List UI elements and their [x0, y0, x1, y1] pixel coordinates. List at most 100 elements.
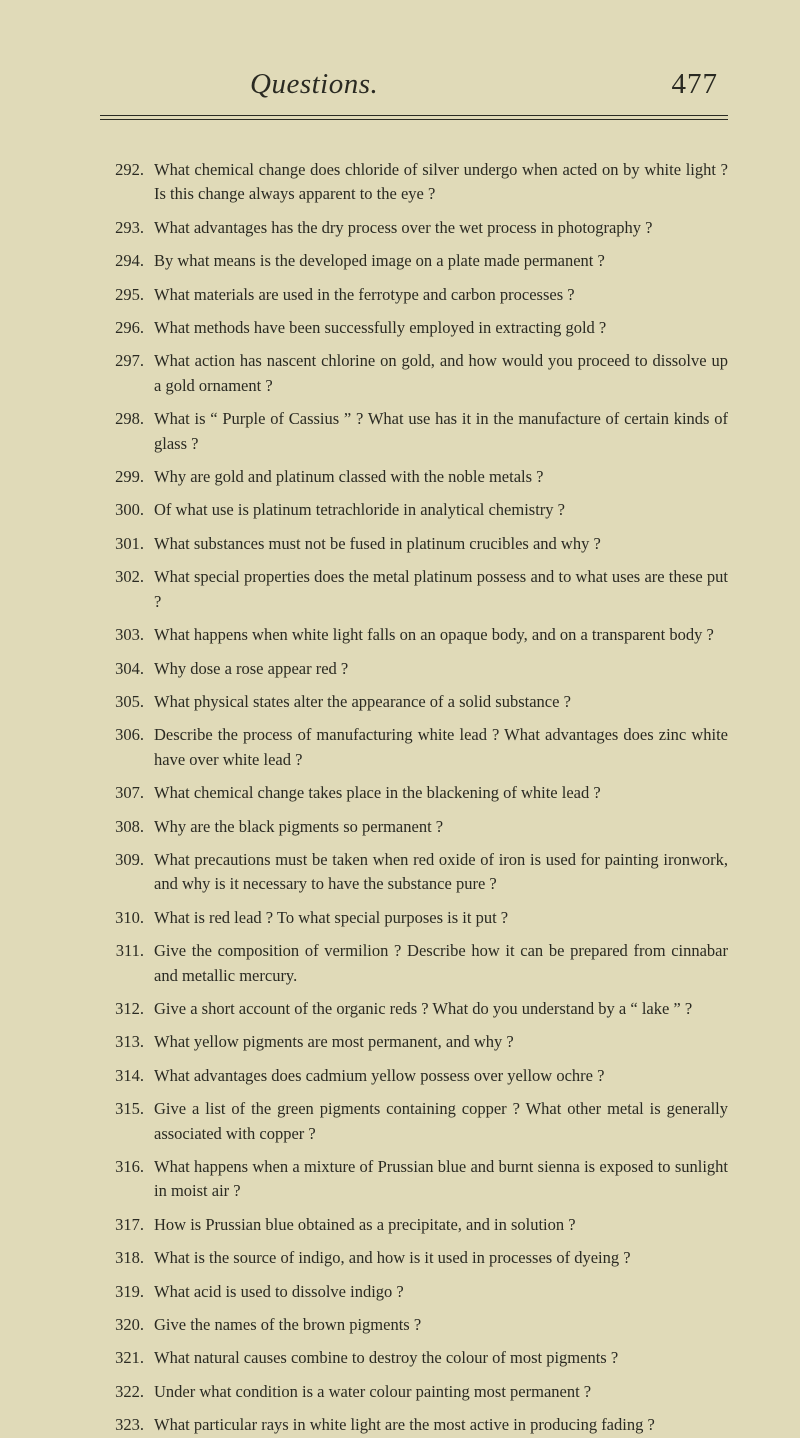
question-row: 307.What chemical change takes place in …: [100, 781, 728, 805]
question-number: 299.: [100, 465, 154, 489]
question-text: Why are the black pigments so permanent …: [154, 815, 728, 839]
question-row: 317.How is Prussian blue obtained as a p…: [100, 1213, 728, 1237]
question-number: 321.: [100, 1346, 154, 1370]
question-number: 295.: [100, 283, 154, 307]
question-text: What yellow pigments are most permanent,…: [154, 1030, 728, 1054]
question-text: What precautions must be taken when red …: [154, 848, 728, 897]
question-row: 310.What is red lead ? To what special p…: [100, 906, 728, 930]
question-text: Give a short account of the organic reds…: [154, 997, 728, 1021]
question-number: 318.: [100, 1246, 154, 1270]
page-number: 477: [672, 68, 719, 101]
question-row: 301.What substances must not be fused in…: [100, 532, 728, 556]
question-number: 320.: [100, 1313, 154, 1337]
question-number: 311.: [100, 939, 154, 988]
question-row: 314.What advantages does cadmium yellow …: [100, 1064, 728, 1088]
question-row: 302.What special properties does the met…: [100, 565, 728, 614]
question-text: Of what use is platinum tetrachloride in…: [154, 498, 728, 522]
question-text: Why dose a rose appear red ?: [154, 657, 728, 681]
question-text: What happens when a mixture of Prussian …: [154, 1155, 728, 1204]
question-number: 294.: [100, 249, 154, 273]
question-row: 309.What precautions must be taken when …: [100, 848, 728, 897]
question-text: What substances must not be fused in pla…: [154, 532, 728, 556]
question-number: 316.: [100, 1155, 154, 1204]
question-text: What is red lead ? To what special purpo…: [154, 906, 728, 930]
question-text: Describe the process of manufacturing wh…: [154, 723, 728, 772]
question-number: 297.: [100, 349, 154, 398]
question-row: 323.What particular rays in white light …: [100, 1413, 728, 1437]
question-text: What action has nascent chlorine on gold…: [154, 349, 728, 398]
question-number: 310.: [100, 906, 154, 930]
question-row: 295.What materials are used in the ferro…: [100, 283, 728, 307]
question-row: 321.What natural causes combine to destr…: [100, 1346, 728, 1370]
question-number: 301.: [100, 532, 154, 556]
question-text: What acid is used to dissolve indigo ?: [154, 1280, 728, 1304]
question-row: 312.Give a short account of the organic …: [100, 997, 728, 1021]
question-row: 293.What advantages has the dry process …: [100, 216, 728, 240]
question-row: 313.What yellow pigments are most perman…: [100, 1030, 728, 1054]
question-text: Give a list of the green pigments contai…: [154, 1097, 728, 1146]
question-text: What materials are used in the ferrotype…: [154, 283, 728, 307]
question-text: What happens when white light falls on a…: [154, 623, 728, 647]
question-text: Why are gold and platinum classed with t…: [154, 465, 728, 489]
question-number: 312.: [100, 997, 154, 1021]
question-row: 300.Of what use is platinum tetrachlorid…: [100, 498, 728, 522]
question-number: 302.: [100, 565, 154, 614]
question-text: What physical states alter the appearanc…: [154, 690, 728, 714]
question-number: 314.: [100, 1064, 154, 1088]
question-text: What is the source of indigo, and how is…: [154, 1246, 728, 1270]
question-text: What natural causes combine to destroy t…: [154, 1346, 728, 1370]
question-row: 308.Why are the black pigments so perman…: [100, 815, 728, 839]
question-text: What special properties does the metal p…: [154, 565, 728, 614]
question-text: What particular rays in white light are …: [154, 1413, 728, 1437]
question-number: 300.: [100, 498, 154, 522]
question-number: 315.: [100, 1097, 154, 1146]
question-number: 308.: [100, 815, 154, 839]
question-row: 298.What is “ Purple of Cassius ” ? What…: [100, 407, 728, 456]
question-row: 304.Why dose a rose appear red ?: [100, 657, 728, 681]
question-row: 316.What happens when a mixture of Pruss…: [100, 1155, 728, 1204]
question-row: 294.By what means is the developed image…: [100, 249, 728, 273]
question-number: 296.: [100, 316, 154, 340]
question-number: 317.: [100, 1213, 154, 1237]
question-text: How is Prussian blue obtained as a preci…: [154, 1213, 728, 1237]
question-row: 319.What acid is used to dissolve indigo…: [100, 1280, 728, 1304]
question-row: 322.Under what condition is a water colo…: [100, 1380, 728, 1404]
question-number: 307.: [100, 781, 154, 805]
question-row: 296.What methods have been successfully …: [100, 316, 728, 340]
question-text: What advantages has the dry process over…: [154, 216, 728, 240]
question-row: 306.Describe the process of manufacturin…: [100, 723, 728, 772]
header-rule-top: [100, 115, 728, 116]
question-number: 306.: [100, 723, 154, 772]
question-number: 313.: [100, 1030, 154, 1054]
question-number: 319.: [100, 1280, 154, 1304]
question-number: 323.: [100, 1413, 154, 1437]
question-row: 299.Why are gold and platinum classed wi…: [100, 465, 728, 489]
question-number: 304.: [100, 657, 154, 681]
question-number: 298.: [100, 407, 154, 456]
question-row: 305.What physical states alter the appea…: [100, 690, 728, 714]
question-row: 318.What is the source of indigo, and ho…: [100, 1246, 728, 1270]
question-number: 309.: [100, 848, 154, 897]
header-title: Questions.: [250, 68, 378, 101]
question-number: 292.: [100, 158, 154, 207]
question-text: What advantages does cadmium yellow poss…: [154, 1064, 728, 1088]
question-text: What chemical change takes place in the …: [154, 781, 728, 805]
question-text: By what means is the developed image on …: [154, 249, 728, 273]
question-text: What methods have been successfully empl…: [154, 316, 728, 340]
header-rule-bottom: [100, 119, 728, 120]
question-text: What chemical change does chloride of si…: [154, 158, 728, 207]
question-text: What is “ Purple of Cassius ” ? What use…: [154, 407, 728, 456]
question-text: Under what condition is a water colour p…: [154, 1380, 728, 1404]
question-text: Give the names of the brown pigments ?: [154, 1313, 728, 1337]
question-row: 315.Give a list of the green pigments co…: [100, 1097, 728, 1146]
question-row: 297.What action has nascent chlorine on …: [100, 349, 728, 398]
question-number: 293.: [100, 216, 154, 240]
question-number: 303.: [100, 623, 154, 647]
question-row: 320.Give the names of the brown pigments…: [100, 1313, 728, 1337]
question-row: 292.What chemical change does chloride o…: [100, 158, 728, 207]
question-row: 311.Give the composition of vermilion ? …: [100, 939, 728, 988]
question-row: 303.What happens when white light falls …: [100, 623, 728, 647]
question-number: 322.: [100, 1380, 154, 1404]
questions-list: 292.What chemical change does chloride o…: [100, 158, 728, 1438]
question-text: Give the composition of vermilion ? Desc…: [154, 939, 728, 988]
